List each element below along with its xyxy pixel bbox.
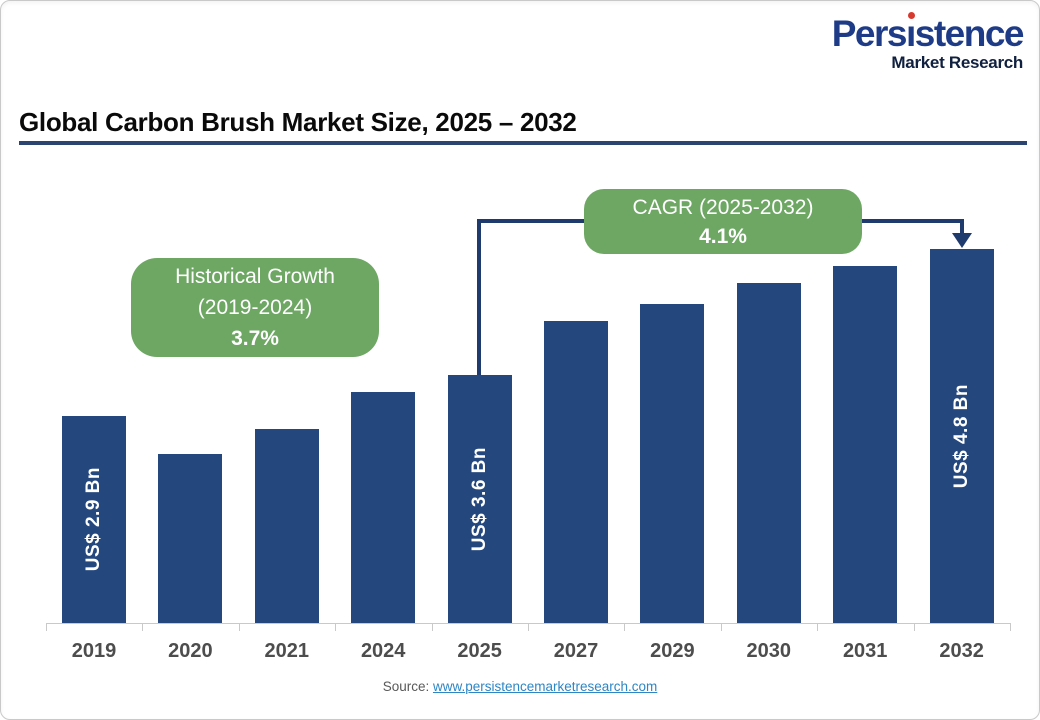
x-axis-tick [238, 623, 240, 631]
bar-2032: US$ 4.8 Bn [929, 249, 994, 623]
bar-value-label-2019: US$ 2.9 Bn [83, 467, 104, 572]
source-line: Source: www.persistencemarketresearch.co… [1, 679, 1039, 694]
historical-growth-line1: Historical Growth [175, 265, 335, 288]
x-label-2030: 2030 [746, 640, 792, 662]
bar-2027 [544, 321, 608, 623]
historical-growth-callout: Historical Growth (2019-2024) 3.7% [131, 258, 379, 357]
logo-brand-i: ı [905, 13, 916, 54]
x-label-2032: 2032 [939, 640, 984, 662]
source-label: Source: [382, 679, 433, 694]
bar-2031 [833, 266, 898, 623]
x-axis-tick [913, 623, 915, 631]
bar-2024 [351, 392, 416, 623]
logo-i-dot-icon [907, 12, 915, 19]
bar-2030 [736, 283, 801, 623]
x-label-2024: 2024 [360, 640, 406, 662]
x-axis-tick [46, 623, 47, 631]
chart-title: Global Carbon Brush Market Size, 2025 – … [19, 107, 577, 137]
bar-value-label-2025: US$ 3.6 Bn [468, 446, 490, 552]
bar-value-label-2032: US$ 4.8 Bn [950, 383, 972, 489]
x-axis-tick [720, 623, 722, 631]
logo-brand-part1: Pers [831, 13, 908, 54]
bar-2021 [254, 429, 319, 623]
x-label-2027: 2027 [553, 640, 599, 662]
x-axis-tick [817, 623, 819, 631]
x-axis-tick [1010, 623, 1011, 631]
x-axis-tick [335, 623, 337, 631]
x-axis-tick [142, 623, 144, 631]
bar-2019: US$ 2.9 Bn [62, 416, 126, 623]
bar-2025: US$ 3.6 Bn [447, 375, 512, 623]
source-link[interactable]: www.persistencemarketresearch.com [432, 679, 658, 694]
logo-brand-text: Persı stence [831, 12, 1025, 54]
x-axis-tick [431, 623, 433, 631]
cagr-callout: CAGR (2025-2032) 4.1% [584, 189, 862, 254]
cagr-line1: CAGR (2025-2032) [632, 195, 814, 219]
x-label-2029: 2029 [650, 640, 695, 662]
x-label-2020: 2020 [168, 640, 213, 662]
x-label-2019: 2019 [71, 640, 117, 662]
x-label-2025: 2025 [457, 640, 502, 662]
x-axis-tick [624, 623, 626, 631]
bar-2029 [640, 304, 705, 623]
logo-tagline: Market Research [891, 53, 1023, 72]
title-underline [19, 141, 1027, 145]
cagr-value: 4.1% [699, 224, 747, 248]
x-axis-tick [528, 623, 529, 631]
historical-growth-value: 3.7% [231, 327, 279, 350]
historical-growth-line2: (2019-2024) [197, 296, 313, 319]
logo-brand-part2: stence [914, 13, 1025, 54]
x-label-2021: 2021 [264, 640, 310, 662]
cagr-bracket-vertical-line [477, 219, 481, 375]
pmr-logo: Persı stence Market Research [831, 12, 1025, 73]
bar-2020 [158, 454, 223, 623]
cagr-arrowhead-icon [952, 233, 972, 248]
cagr-arrow-stem [960, 219, 964, 235]
x-label-2031: 2031 [842, 640, 888, 662]
